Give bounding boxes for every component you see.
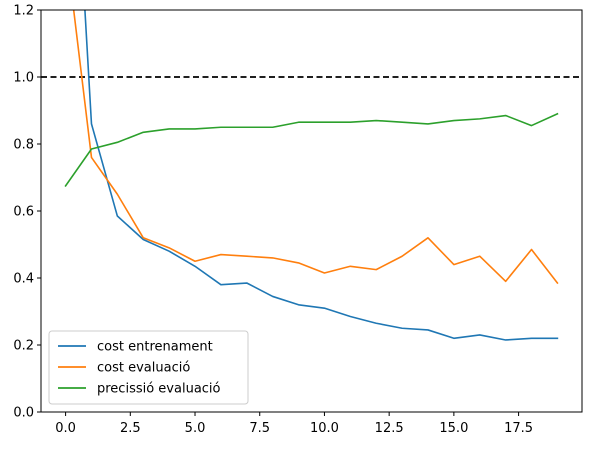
y-tick-label: 0.6	[13, 205, 34, 220]
legend-label: precissió evaluació	[97, 382, 221, 397]
legend-label: cost evaluació	[97, 361, 190, 376]
y-axis: 0.0 0.2 0.4 0.6 0.8 1.0 1.2	[13, 4, 41, 421]
legend-label: cost entrenament	[97, 340, 213, 355]
x-tick-label: 15.0	[439, 421, 468, 436]
series-line-1	[84, 10, 559, 341]
legend: cost entrenament cost evaluació precissió …	[48, 330, 249, 405]
x-axis: 0.0 2.5 5.0 7.5 10.0 12.5 15.0 17.5	[55, 412, 533, 436]
y-tick-label: 1.2	[13, 4, 34, 19]
y-tick-label: 0.8	[13, 138, 34, 153]
legend-box	[48, 330, 249, 405]
x-tick-label: 5.0	[185, 421, 206, 436]
y-tick-label: 0.4	[13, 272, 34, 287]
x-tick-label: 12.5	[375, 421, 404, 436]
series-layer	[64, 10, 559, 341]
y-tick-label: 1.0	[13, 71, 34, 86]
y-tick-label: 0.2	[13, 339, 34, 354]
series-line-2	[72, 10, 559, 285]
x-tick-label: 10.0	[310, 421, 339, 436]
y-tick-label: 0.0	[13, 406, 34, 421]
series-line-3	[64, 112, 559, 187]
x-tick-label: 7.5	[249, 421, 270, 436]
x-tick-label: 17.5	[504, 421, 533, 436]
x-tick-label: 0.0	[55, 421, 76, 436]
x-tick-label: 2.5	[120, 421, 141, 436]
